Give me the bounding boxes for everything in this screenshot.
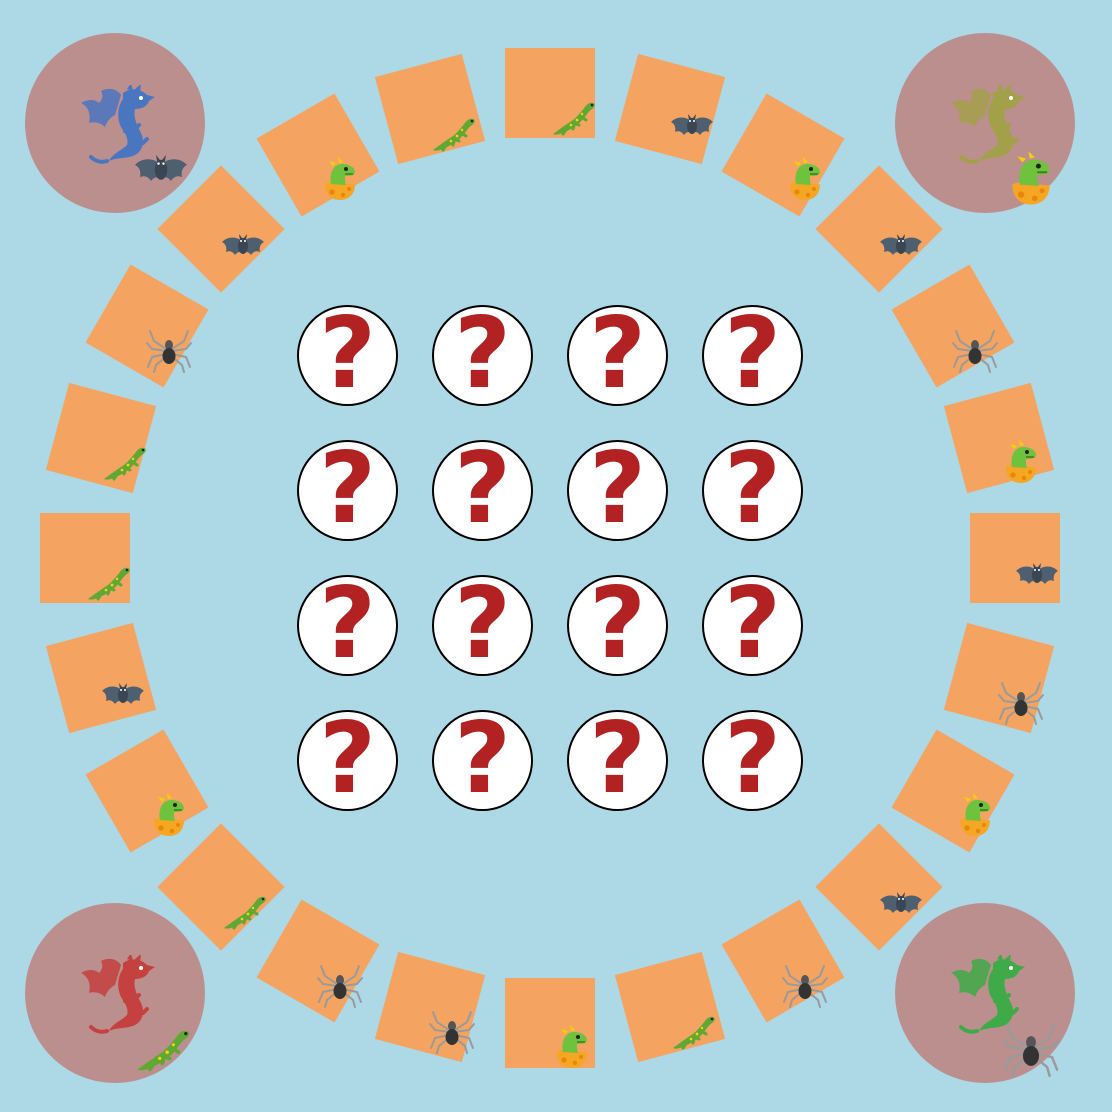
tile-creature xyxy=(950,788,1000,838)
question-mark-icon: ? xyxy=(724,701,781,816)
bat-icon xyxy=(671,113,714,135)
cave-bottom-right[interactable] xyxy=(895,903,1075,1083)
dragon-icon xyxy=(951,955,1025,1034)
chit-card[interactable]: ? xyxy=(297,440,398,541)
baby-dragon-icon xyxy=(324,157,355,201)
chit-card[interactable]: ? xyxy=(702,440,803,541)
spider-icon xyxy=(146,329,193,373)
bat-icon xyxy=(1016,563,1058,584)
tile-creature xyxy=(82,555,132,605)
cave-bottom-left[interactable] xyxy=(25,903,205,1083)
cave-top-left[interactable] xyxy=(25,33,205,213)
chit-card[interactable]: ? xyxy=(702,710,803,811)
tile-creature xyxy=(667,1004,717,1054)
tile-creature xyxy=(98,675,148,725)
chit-card[interactable]: ? xyxy=(567,710,668,811)
bat-icon xyxy=(134,154,188,181)
tile-creature xyxy=(950,323,1000,373)
question-mark-icon: ? xyxy=(319,566,376,681)
board-tile[interactable] xyxy=(505,48,595,138)
question-mark-icon: ? xyxy=(454,701,511,816)
spider-icon xyxy=(998,682,1045,726)
bat-icon xyxy=(222,234,265,256)
tile-creature xyxy=(218,884,268,934)
baby-dragon-icon xyxy=(959,792,990,836)
baby-dragon-icon xyxy=(154,792,185,836)
chit-card[interactable]: ? xyxy=(432,710,533,811)
chit-card[interactable]: ? xyxy=(297,710,398,811)
question-mark-icon: ? xyxy=(454,566,511,681)
question-mark-icon: ? xyxy=(724,431,781,546)
tile-creature xyxy=(667,106,717,156)
baby-dragon-icon xyxy=(789,157,820,201)
cave-top-right[interactable] xyxy=(895,33,1075,213)
chit-card[interactable]: ? xyxy=(297,575,398,676)
tile-creature xyxy=(996,675,1046,726)
tile-creature xyxy=(144,323,194,373)
lizard-icon xyxy=(553,102,595,136)
chit-card[interactable]: ? xyxy=(567,305,668,406)
tile-creature xyxy=(315,958,365,1008)
bat-icon xyxy=(101,683,144,705)
baby-dragon-icon xyxy=(1006,439,1037,483)
question-mark-icon: ? xyxy=(589,296,646,411)
chit-card[interactable]: ? xyxy=(567,440,668,541)
tile-creature xyxy=(98,435,148,485)
tile-creature xyxy=(144,788,194,838)
chit-card[interactable]: ? xyxy=(432,305,533,406)
question-mark-icon: ? xyxy=(724,566,781,681)
tile-creature xyxy=(996,435,1046,485)
tile-creature xyxy=(547,90,597,140)
lizard-icon xyxy=(224,896,266,930)
chit-card[interactable]: ? xyxy=(432,575,533,676)
chit-card[interactable]: ? xyxy=(567,575,668,676)
tile-creature xyxy=(780,152,830,202)
question-mark-icon: ? xyxy=(589,566,646,681)
question-mark-icon: ? xyxy=(319,431,376,546)
question-mark-icon: ? xyxy=(454,296,511,411)
spider-icon xyxy=(951,329,998,373)
tile-creature xyxy=(218,226,268,276)
lizard-icon xyxy=(432,118,475,152)
chit-card[interactable]: ? xyxy=(297,305,398,406)
dragon-icon xyxy=(81,955,155,1034)
baby-dragon-icon xyxy=(557,1025,587,1068)
tile-creature xyxy=(780,958,830,1008)
tile-creature xyxy=(315,152,365,202)
chit-card[interactable]: ? xyxy=(702,305,803,406)
lizard-icon xyxy=(88,567,130,601)
tile-creature xyxy=(876,884,926,934)
question-mark-icon: ? xyxy=(319,701,376,816)
spider-icon xyxy=(428,1011,475,1055)
tile-creature xyxy=(547,1020,597,1070)
question-mark-icon: ? xyxy=(589,431,646,546)
tile-creature xyxy=(1012,555,1062,605)
spider-icon xyxy=(781,964,828,1008)
question-mark-icon: ? xyxy=(724,296,781,411)
dragon-icon xyxy=(951,85,1025,164)
tile-creature xyxy=(427,1004,477,1055)
baby-dragon-icon xyxy=(1012,151,1050,205)
bat-icon xyxy=(879,891,922,913)
spider-icon xyxy=(316,964,363,1008)
lizard-icon xyxy=(103,447,146,481)
lizard-icon xyxy=(673,1016,716,1050)
chit-card[interactable]: ? xyxy=(702,575,803,676)
chit-card[interactable]: ? xyxy=(432,440,533,541)
question-mark-icon: ? xyxy=(319,296,376,411)
dragon-icon xyxy=(81,85,155,164)
tile-creature xyxy=(876,226,926,276)
question-mark-icon: ? xyxy=(454,431,511,546)
bat-icon xyxy=(879,234,922,256)
question-mark-icon: ? xyxy=(589,701,646,816)
lizard-icon xyxy=(137,1030,190,1072)
spider-icon xyxy=(1002,1023,1060,1077)
tile-creature xyxy=(427,106,477,156)
